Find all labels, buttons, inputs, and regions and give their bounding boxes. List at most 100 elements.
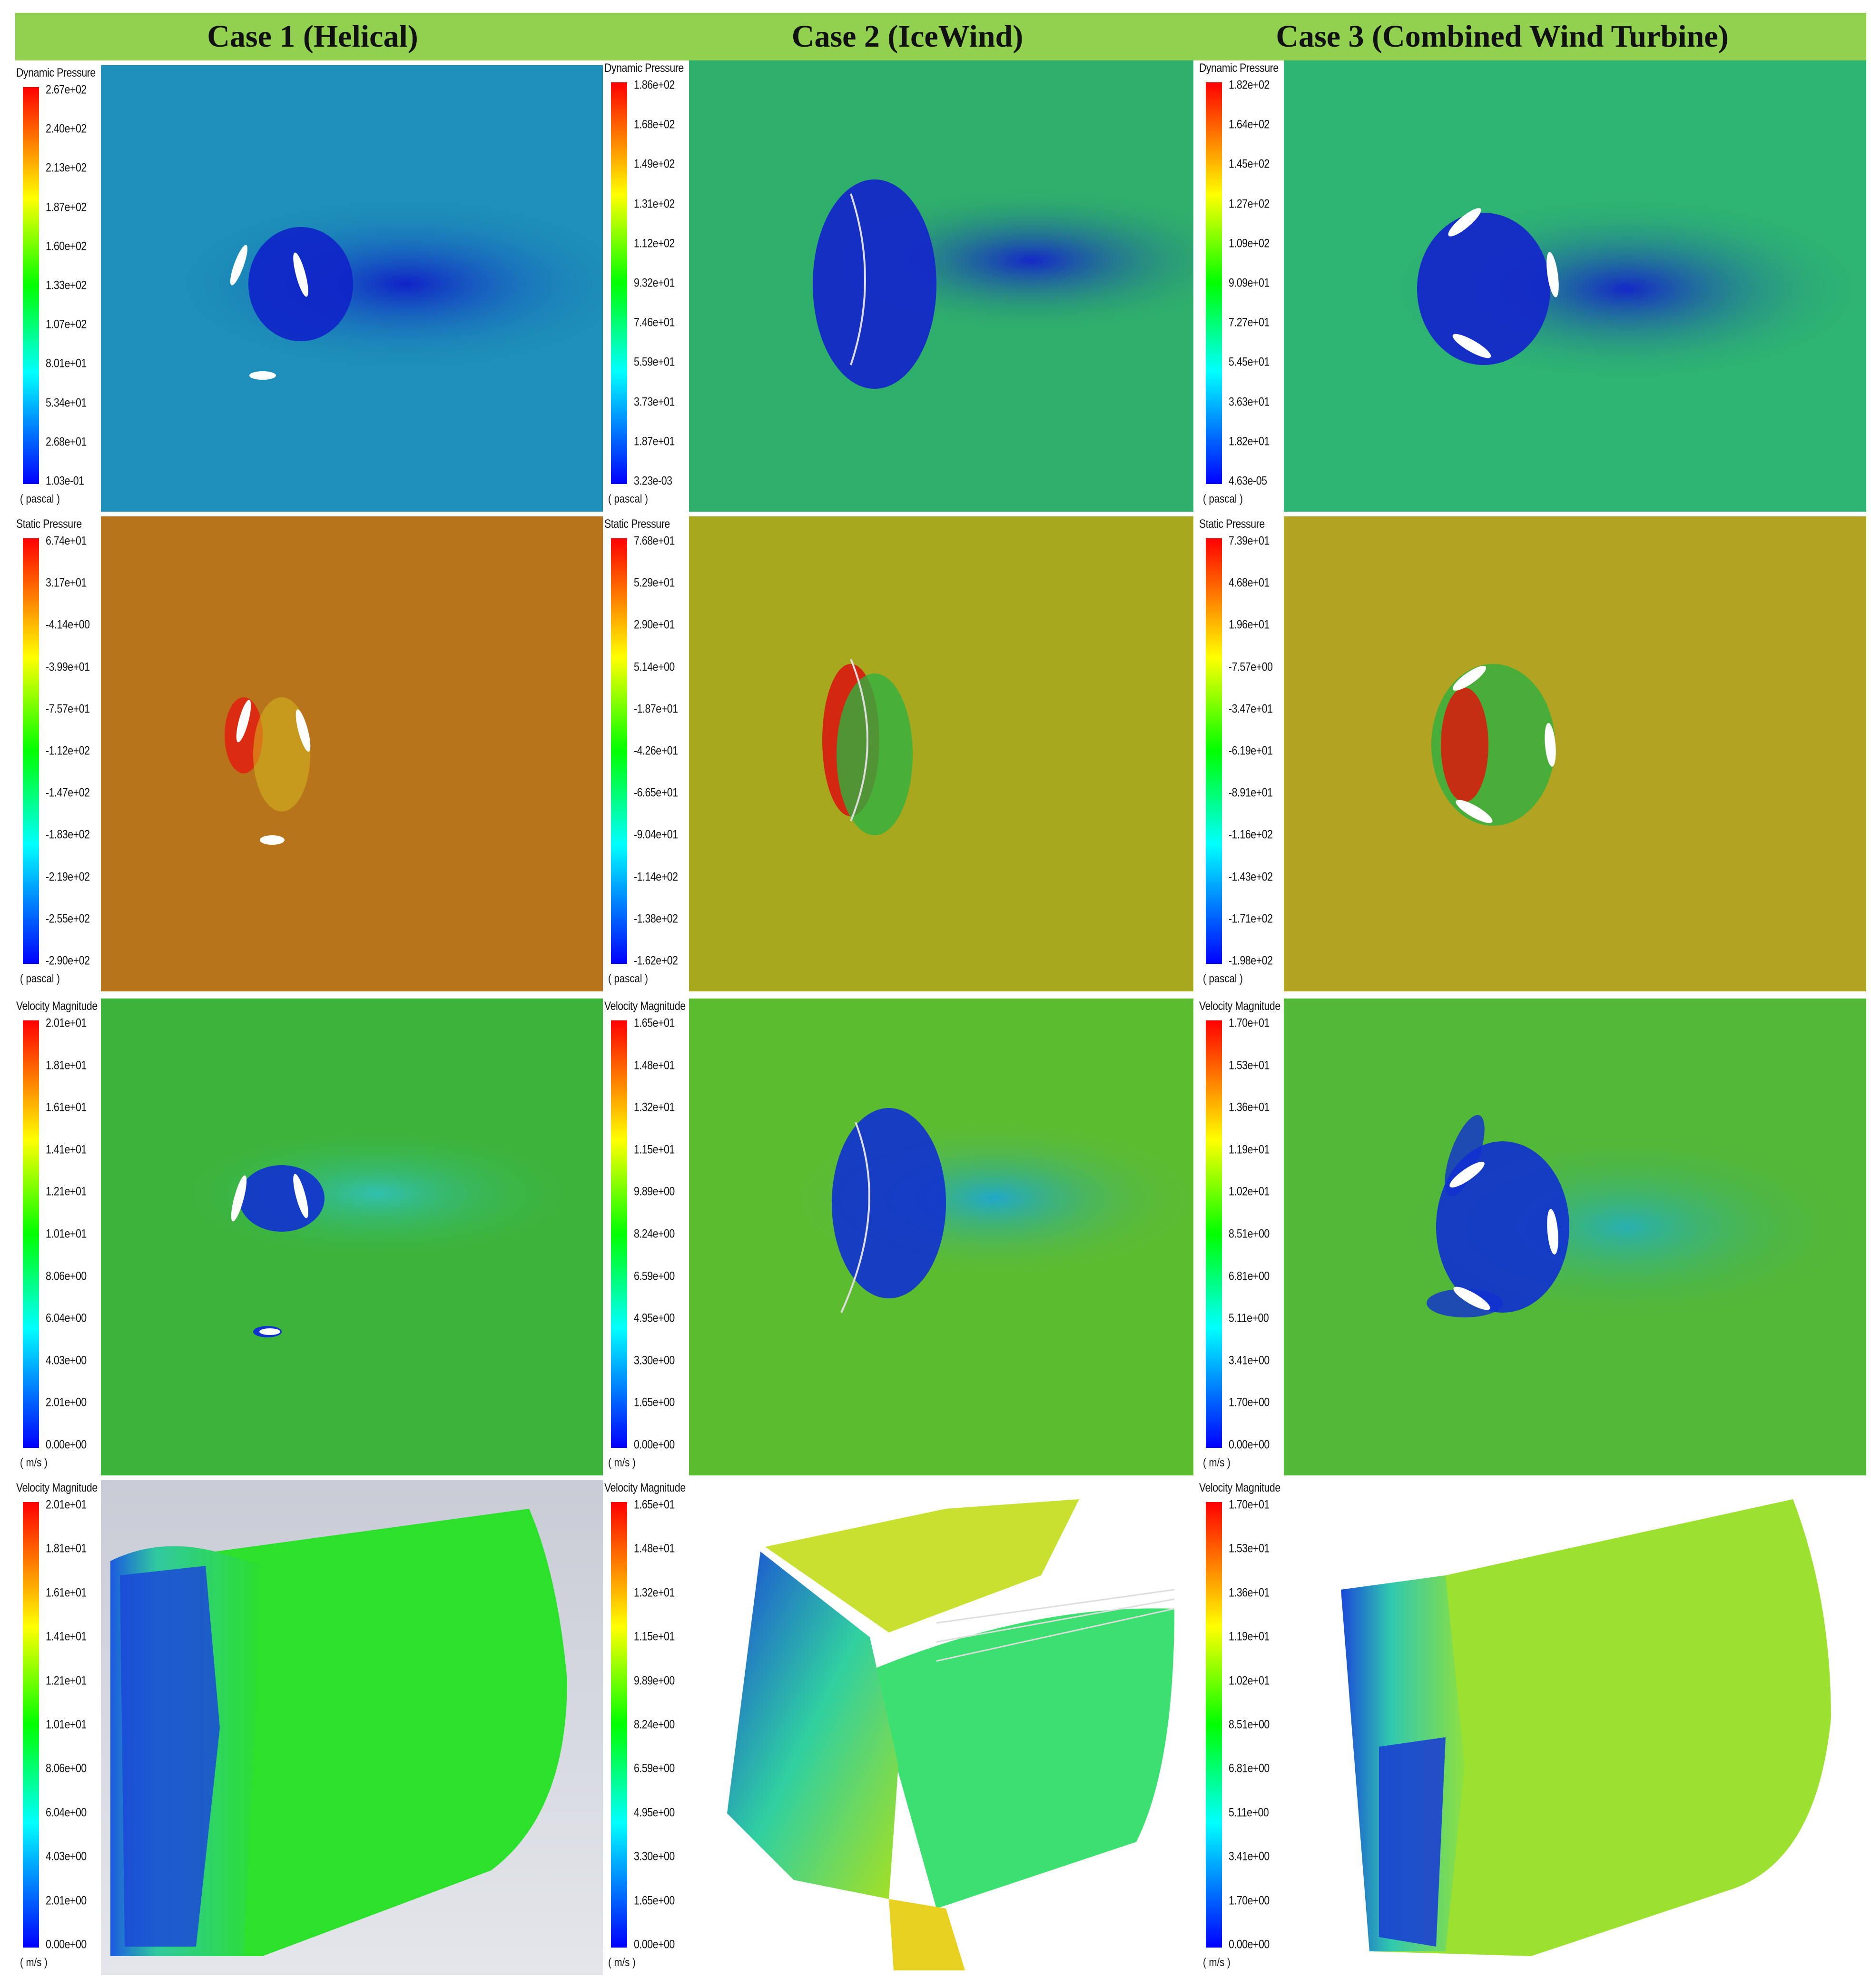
legend-tick-label: 1.60e+02 xyxy=(46,239,87,253)
legend-tick-label: 8.51e+00 xyxy=(1229,1227,1270,1241)
color-legend: Static Pressure ( pascal ) 7.39e+01 4.68e… xyxy=(1198,516,1284,991)
legend-tick-label: 3.17e+01 xyxy=(46,576,87,590)
legend-tick-label: -2.55e+02 xyxy=(46,912,90,926)
legend-tick-label: 4.03e+00 xyxy=(46,1354,87,1367)
legend-title: Static Pressure xyxy=(604,517,670,531)
legend-tick-label: 9.32e+01 xyxy=(634,276,675,290)
color-legend: Dynamic Pressure ( pascal ) 2.67e+02 2.40… xyxy=(15,65,101,512)
legend-tick-label: 1.53e+01 xyxy=(1229,1542,1270,1555)
legend-title: Velocity Magnitude xyxy=(1199,999,1280,1013)
legend-tick-label: 8.01e+01 xyxy=(46,356,87,370)
legend-tick-label: 1.48e+01 xyxy=(634,1058,675,1072)
legend-tick-label: 1.36e+01 xyxy=(1229,1100,1270,1114)
legend-tick-label: 1.81e+01 xyxy=(46,1542,87,1555)
legend-tick-label: 8.51e+00 xyxy=(1229,1718,1270,1731)
legend-tick-label: 1.01e+01 xyxy=(46,1718,87,1731)
legend-colorbar xyxy=(23,87,39,484)
color-legend: Velocity Magnitude ( m/s ) 2.01e+01 1.81e… xyxy=(15,999,101,1475)
legend-colorbar xyxy=(23,1020,39,1448)
legend-unit: ( m/s ) xyxy=(608,1456,636,1469)
legend-tick-label: 1.02e+01 xyxy=(1229,1674,1270,1688)
legend-tick-label: -1.43e+02 xyxy=(1229,870,1273,884)
legend-tick-label: 6.81e+00 xyxy=(1229,1761,1270,1775)
legend-colorbar xyxy=(611,1020,627,1448)
panel-static-pressure-case3: Static Pressure ( pascal ) 7.39e+01 4.68e… xyxy=(1198,516,1866,991)
legend-tick-label: 5.29e+01 xyxy=(634,576,675,590)
legend-unit: ( m/s ) xyxy=(20,1456,48,1469)
legend-tick-label: 3.23e-03 xyxy=(634,474,672,488)
contour-field xyxy=(803,179,1193,389)
color-legend: Dynamic Pressure ( pascal ) 1.86e+02 1.68… xyxy=(603,60,689,512)
header-bar xyxy=(15,13,1866,60)
legend-tick-label: 4.63e-05 xyxy=(1229,474,1267,488)
case3-title: Case 3 (Combined Wind Turbine) xyxy=(1276,19,1729,54)
legend-tick-label: 1.12e+02 xyxy=(634,237,675,250)
legend-tick-label: 2.01e+01 xyxy=(46,1016,87,1030)
legend-tick-label: -8.91e+01 xyxy=(1229,786,1273,800)
legend-tick-label: 7.39e+01 xyxy=(1229,534,1270,548)
legend-tick-label: -2.90e+02 xyxy=(46,954,90,968)
color-legend: Velocity Magnitude ( m/s ) 1.70e+01 1.53e… xyxy=(1198,1480,1284,1975)
legend-tick-label: 2.01e+00 xyxy=(46,1395,87,1409)
legend-tick-label: 1.45e+02 xyxy=(1229,157,1270,171)
legend-tick-label: 5.11e+00 xyxy=(1229,1311,1269,1325)
panel-dynamic-pressure-case3: Dynamic Pressure ( pascal ) 1.82e+02 1.64… xyxy=(1198,60,1866,512)
legend-tick-label: -1.38e+02 xyxy=(634,912,678,926)
legend-tick-label: 1.96e+01 xyxy=(1229,618,1270,632)
legend-tick-label: -1.47e+02 xyxy=(46,786,90,800)
legend-tick-label: 1.21e+01 xyxy=(46,1185,87,1198)
legend-unit: ( pascal ) xyxy=(608,493,648,505)
legend-title: Static Pressure xyxy=(1199,517,1265,531)
contour-field xyxy=(1431,664,1556,826)
legend-tick-label: 4.03e+00 xyxy=(46,1850,87,1863)
legend-tick-label: 5.11e+00 xyxy=(1229,1806,1269,1820)
legend-tick-label: -9.04e+01 xyxy=(634,828,678,841)
panel-velocity-case1: Velocity Magnitude ( m/s ) 2.01e+01 1.81e… xyxy=(15,999,603,1475)
legend-tick-label: 8.24e+00 xyxy=(634,1227,675,1241)
legend-tick-label: 1.87e+02 xyxy=(46,200,87,214)
panel-velocity-case2: Velocity Magnitude ( m/s ) 1.65e+01 1.48e… xyxy=(603,999,1193,1475)
color-legend: Velocity Magnitude ( m/s ) 1.65e+01 1.48e… xyxy=(603,1480,689,1975)
legend-colorbar xyxy=(23,1502,39,1948)
legend-tick-label: 8.24e+00 xyxy=(634,1718,675,1731)
legend-tick-label: 1.03e-01 xyxy=(46,474,84,488)
legend-tick-label: 6.04e+00 xyxy=(46,1806,87,1820)
legend-tick-label: 1.19e+01 xyxy=(1229,1143,1270,1157)
legend-tick-label: 0.00e+00 xyxy=(634,1938,675,1951)
legend-tick-label: -3.47e+01 xyxy=(1229,702,1273,716)
legend-tick-label: 2.01e+01 xyxy=(46,1498,87,1512)
legend-tick-label: 7.27e+01 xyxy=(1229,316,1270,329)
legend-tick-label: 1.70e+00 xyxy=(1229,1395,1270,1409)
contour-field xyxy=(784,1108,1193,1313)
panel-dynamic-pressure-case2: Dynamic Pressure ( pascal ) 1.86e+02 1.68… xyxy=(603,60,1193,512)
legend-tick-label: 3.41e+00 xyxy=(1229,1850,1270,1863)
legend-tick-label: 0.00e+00 xyxy=(1229,1438,1270,1452)
panel-static-pressure-case2: Static Pressure ( pascal ) 7.68e+01 5.29e… xyxy=(603,516,1193,991)
legend-tick-label: 2.01e+00 xyxy=(46,1894,87,1908)
legend-tick-label: 1.65e+00 xyxy=(634,1894,675,1908)
panel-dynamic-pressure-case1: Dynamic Pressure ( pascal ) 2.67e+02 2.40… xyxy=(15,65,603,512)
legend-tick-label: 1.15e+01 xyxy=(634,1143,675,1157)
panel-velocity-3d-case2: Velocity Magnitude ( m/s ) 1.65e+01 1.48e… xyxy=(603,1480,1193,1975)
legend-tick-label: -4.26e+01 xyxy=(634,744,678,758)
legend-tick-label: 5.34e+01 xyxy=(46,396,87,410)
color-legend: Velocity Magnitude ( m/s ) 2.01e+01 1.81e… xyxy=(15,1480,101,1975)
legend-title: Dynamic Pressure xyxy=(604,61,684,75)
legend-tick-label: 1.15e+01 xyxy=(634,1630,675,1643)
legend-unit: ( pascal ) xyxy=(1203,972,1243,985)
legend-tick-label: 1.49e+02 xyxy=(634,157,675,171)
legend-colorbar xyxy=(611,1502,627,1948)
legend-tick-label: 0.00e+00 xyxy=(634,1438,675,1452)
legend-tick-label: 2.90e+01 xyxy=(634,618,675,632)
legend-tick-label: 1.21e+01 xyxy=(46,1674,87,1688)
legend-tick-label: 9.89e+00 xyxy=(634,1185,675,1198)
panel-static-pressure-case1: Static Pressure ( pascal ) 6.74e+01 3.17e… xyxy=(15,516,603,991)
legend-tick-label: 6.59e+00 xyxy=(634,1761,675,1775)
legend-tick-label: 1.19e+01 xyxy=(1229,1630,1270,1643)
contour-field xyxy=(822,659,913,835)
legend-colorbar xyxy=(1206,1020,1222,1448)
legend-colorbar xyxy=(1206,82,1222,484)
legend-tick-label: 1.41e+01 xyxy=(46,1630,87,1643)
legend-tick-label: 1.70e+01 xyxy=(1229,1016,1270,1030)
legend-unit: ( pascal ) xyxy=(608,972,648,985)
